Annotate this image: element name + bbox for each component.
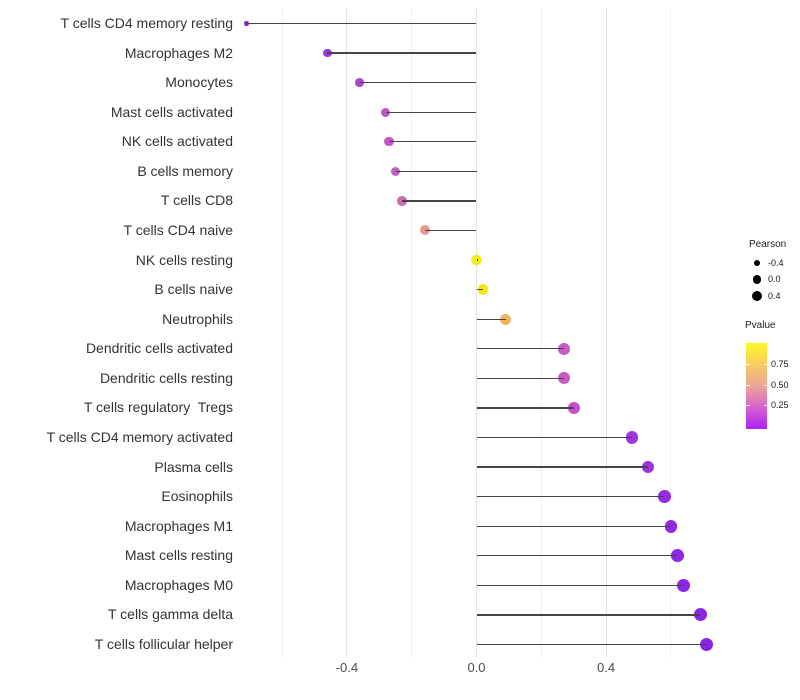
pvalue-colorbar (746, 343, 767, 429)
category-label: T cells regulatory Tregs (83, 399, 233, 416)
lollipop-stem (359, 81, 477, 84)
x-tick-label: 0.0 (467, 660, 486, 675)
category-label: T cells follicular helper (94, 635, 233, 652)
lollipop-stem (395, 170, 477, 173)
gridline (346, 8, 348, 657)
category-label: Macrophages M2 (124, 44, 233, 61)
gridline (540, 8, 542, 657)
category-label: NK cells activated (121, 133, 233, 150)
category-label: Monocytes (165, 74, 233, 91)
lollipop-dot (658, 490, 671, 503)
category-label: NK cells resting (135, 251, 233, 268)
legend-size-label: 0.4 (768, 290, 781, 301)
lollipop-dot (355, 78, 365, 88)
lollipop-stem (476, 407, 574, 409)
lollipop-stem (476, 377, 564, 380)
lollipop-stem (476, 525, 671, 527)
category-label: Macrophages M0 (124, 576, 233, 593)
lollipop-stem (424, 229, 477, 232)
category-label: Dendritic cells activated (85, 340, 233, 357)
gridline (281, 8, 283, 657)
legend-size-label: -0.4 (768, 258, 784, 268)
lollipop-stem (385, 111, 477, 113)
lollipop-dot (384, 137, 394, 147)
x-tick-label: -0.4 (335, 660, 359, 675)
legend-size-dot (753, 259, 761, 267)
lollipop-dot (558, 372, 570, 385)
pvalue-tick-mark (763, 405, 767, 407)
category-label: T cells CD4 memory activated (46, 428, 233, 445)
pvalue-tick-mark (746, 384, 750, 386)
lollipop-stem (476, 436, 633, 439)
category-label: Eosinophils (161, 488, 233, 505)
pvalue-tick-label: 0.25 (771, 400, 789, 411)
pvalue-tick-mark (746, 405, 750, 407)
lollipop-stem (246, 22, 477, 25)
lollipop-stem (476, 288, 483, 291)
lollipop-stem (389, 141, 477, 143)
pvalue-tick-label: 0.75 (771, 358, 789, 369)
category-label: Macrophages M1 (124, 517, 233, 534)
pvalue-tick-mark (746, 363, 750, 365)
category-label: T cells CD4 memory resting (60, 15, 233, 31)
legend-pearson-title: Pearson (749, 239, 787, 250)
lollipop-dot (567, 401, 580, 414)
x-tick-label: 0.4 (597, 660, 616, 675)
legend-size-dot (752, 290, 762, 301)
legend-size-label: 0.0 (768, 274, 781, 285)
lollipop-stem (476, 614, 701, 616)
category-label: B cells memory (137, 162, 233, 179)
category-label: Mast cells activated (110, 103, 233, 120)
lollipop-dot (693, 608, 707, 622)
lollipop-stem (476, 348, 564, 350)
lollipop-stem (476, 495, 665, 498)
lollipop-dot (558, 342, 570, 355)
category-label: Mast cells resting (124, 547, 233, 564)
pvalue-tick-mark (763, 384, 767, 386)
pvalue-tick-label: 0.50 (771, 379, 789, 390)
gridline (411, 8, 413, 657)
gridline (670, 8, 672, 657)
category-label: B cells naive (154, 281, 233, 298)
lollipop-dot (323, 48, 332, 58)
category-label: T cells CD4 naive (123, 221, 233, 238)
legend-size-dot (752, 275, 762, 284)
category-label: T cells gamma delta (107, 606, 233, 623)
category-label: Dendritic cells resting (99, 369, 233, 386)
legend: Pearson -0.4 0.0 0.4 Pvalue 0.75 0.50 0.25 (730, 230, 800, 440)
lollipop-dot (244, 21, 249, 26)
lollipop-stem (476, 555, 678, 557)
lollipop-stem (476, 643, 707, 646)
lollipop-dot (664, 519, 678, 533)
lollipop-dot (390, 166, 401, 177)
lollipop-stem (476, 259, 478, 261)
gridline (476, 8, 477, 657)
lollipop-stem (476, 318, 506, 320)
legend-pvalue-title: Pvalue (745, 320, 776, 331)
lollipop-dot (699, 637, 714, 652)
lollipop-stem (476, 584, 684, 587)
lollipop-stem (476, 466, 649, 468)
lollipop-dot (471, 254, 482, 266)
lollipop-dot (477, 284, 489, 296)
pvalue-tick-mark (763, 363, 767, 365)
lollipop-stem (401, 200, 477, 202)
lollipop-stem (327, 52, 477, 54)
category-label: T cells CD8 (160, 192, 233, 209)
category-label: Neutrophils (162, 310, 233, 327)
gridline (605, 8, 607, 657)
category-label: Plasma cells (154, 458, 233, 475)
